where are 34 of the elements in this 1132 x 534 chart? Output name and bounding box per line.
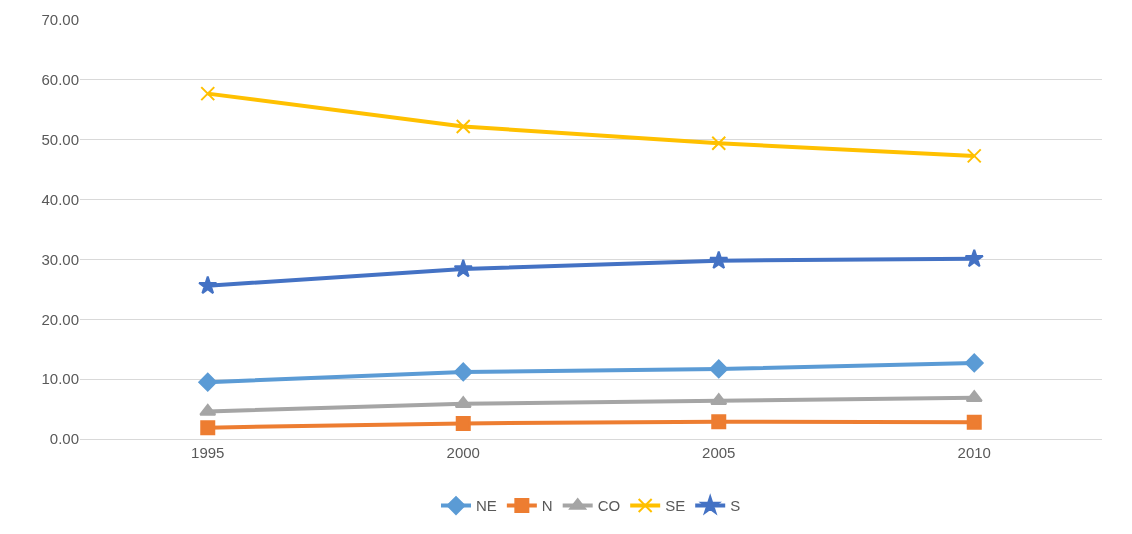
y-tick-label: 0.00 xyxy=(49,430,79,448)
point xyxy=(964,248,984,268)
legend-label: N xyxy=(541,497,553,515)
y-tick-label: 60.00 xyxy=(41,71,79,89)
point xyxy=(199,403,217,416)
point xyxy=(711,414,727,430)
y-tick-label: 20.00 xyxy=(41,310,79,328)
legend-label: SE xyxy=(665,497,686,515)
point xyxy=(966,148,982,164)
y-tick-label: 70.00 xyxy=(41,11,79,29)
x-tick-label: 2005 xyxy=(702,444,736,461)
x-tick-label: 2010 xyxy=(957,444,991,461)
point xyxy=(453,258,473,278)
legend-label: CO xyxy=(597,497,621,515)
x-tick-label: 2000 xyxy=(446,444,480,461)
point xyxy=(966,414,982,430)
legend-label: S xyxy=(730,497,741,515)
legend-label: NE xyxy=(476,497,497,515)
point xyxy=(964,353,984,373)
y-tick-label: 40.00 xyxy=(41,190,79,208)
point xyxy=(455,415,471,431)
y-tick-label: 50.00 xyxy=(41,130,79,148)
point xyxy=(198,372,218,392)
y-tick-label: 10.00 xyxy=(41,370,79,388)
point xyxy=(711,135,727,151)
point xyxy=(200,420,216,436)
point xyxy=(200,86,216,102)
x-tick-label: 1995 xyxy=(191,444,225,461)
point xyxy=(198,275,218,295)
point xyxy=(709,250,729,269)
y-tick-label: 30.00 xyxy=(41,250,79,268)
point xyxy=(455,119,471,135)
point xyxy=(453,362,473,382)
point xyxy=(709,359,729,379)
